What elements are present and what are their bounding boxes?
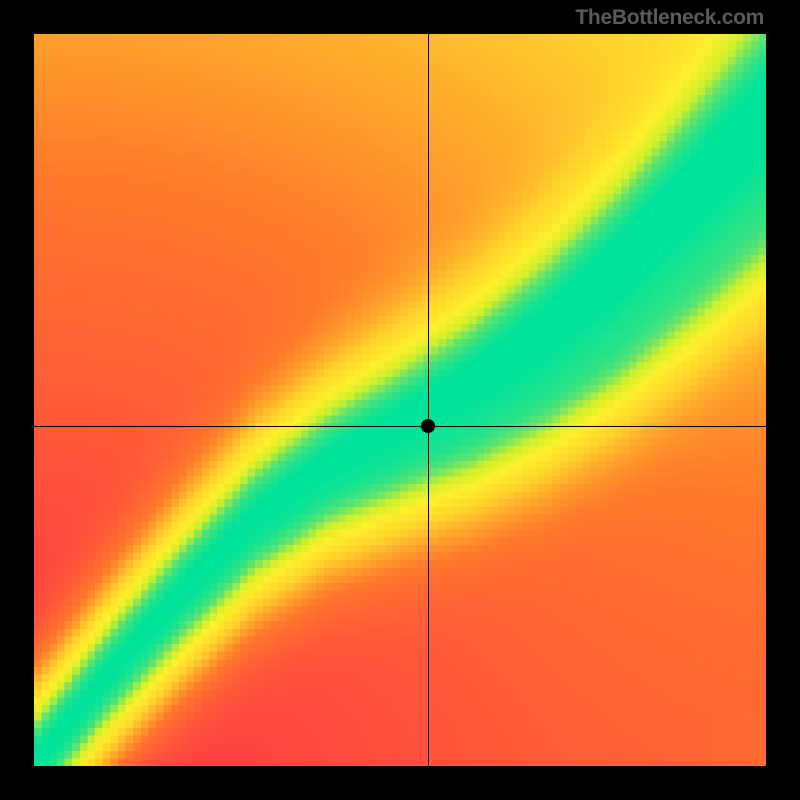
selection-marker[interactable] [421,419,435,433]
bottleneck-heatmap [34,34,766,766]
heatmap-canvas [34,34,766,766]
watermark: TheBottleneck.com [575,6,764,30]
crosshair-vertical [428,34,429,766]
crosshair-horizontal [34,426,766,427]
